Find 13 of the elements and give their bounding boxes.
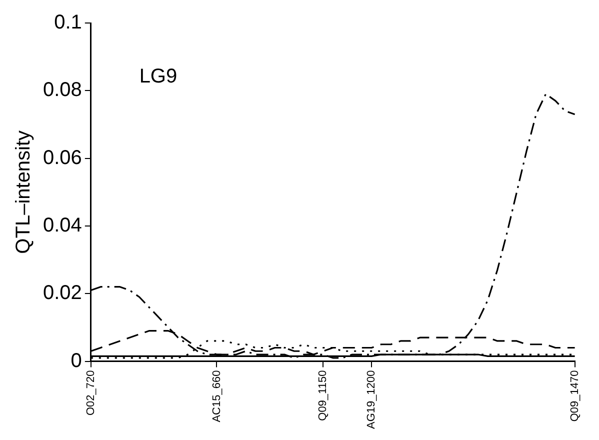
x-tick-label: Q09_1150 xyxy=(317,370,330,421)
x-tick-label: AG19_1200 xyxy=(366,370,378,429)
y-tick-label: 0.06 xyxy=(42,146,82,169)
y-tick-label: 0 xyxy=(70,350,82,372)
y-tick-label: 0.1 xyxy=(54,12,82,34)
annotation: LG9 xyxy=(139,66,178,88)
y-axis-title: QTL–intensity xyxy=(12,130,35,254)
x-tick-label: AC15_660 xyxy=(210,370,223,422)
y-tick-label: 0.04 xyxy=(42,214,82,236)
x-tick-label: Q09_1470 xyxy=(568,370,581,422)
y-tick-label: 0.02 xyxy=(42,282,82,304)
y-tick-label: 0.08 xyxy=(42,79,82,102)
x-tick-label: O02_720 xyxy=(84,370,97,416)
